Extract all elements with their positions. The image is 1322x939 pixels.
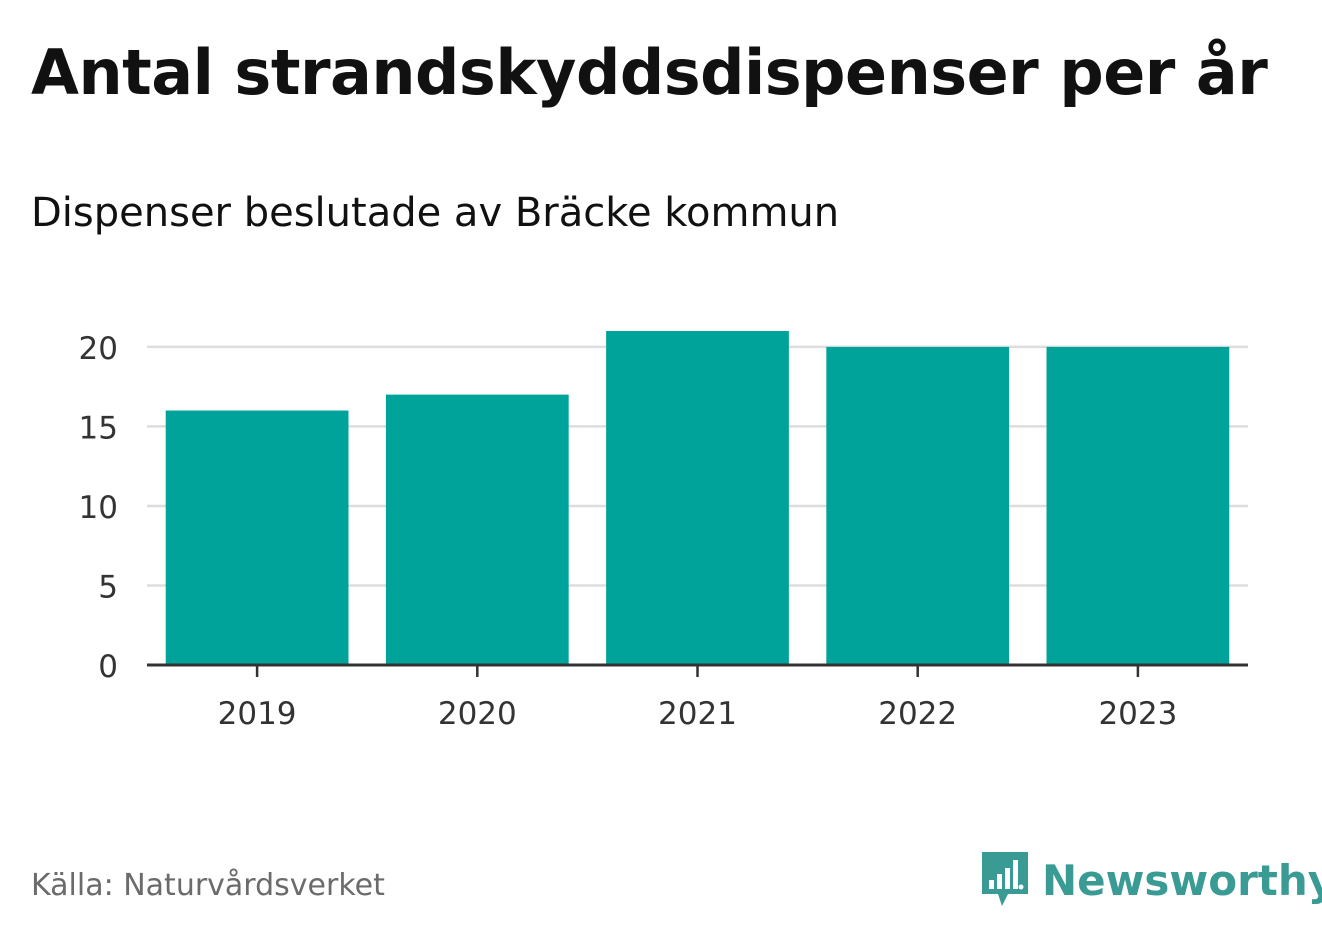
bar [385, 394, 569, 665]
bar [165, 410, 349, 665]
bar [1046, 346, 1230, 665]
bar [606, 331, 789, 665]
y-tick-label: 5 [98, 569, 118, 605]
bar [826, 346, 1010, 665]
x-tick-label: 2020 [438, 696, 517, 732]
x-tick-label: 2019 [218, 696, 297, 732]
bar-chart-speech-bubble-icon [982, 852, 1028, 906]
x-tick-label: 2021 [658, 696, 737, 732]
chart-subtitle: Dispenser beslutade av Bräcke kommun [31, 190, 840, 236]
y-tick-label: 0 [98, 649, 118, 685]
y-tick-label: 10 [79, 490, 118, 526]
x-tick-label: 2023 [1098, 696, 1177, 732]
source-note: Källa: Naturvårdsverket [31, 868, 385, 903]
brand-logo: Newsworthy [980, 850, 1322, 910]
x-tick-label: 2022 [878, 696, 957, 732]
brand-name: Newsworthy [1042, 855, 1322, 905]
y-tick-label: 20 [79, 331, 118, 367]
y-tick-label: 15 [79, 410, 118, 446]
chart-title: Antal strandskyddsdispenser per år [31, 36, 1268, 109]
